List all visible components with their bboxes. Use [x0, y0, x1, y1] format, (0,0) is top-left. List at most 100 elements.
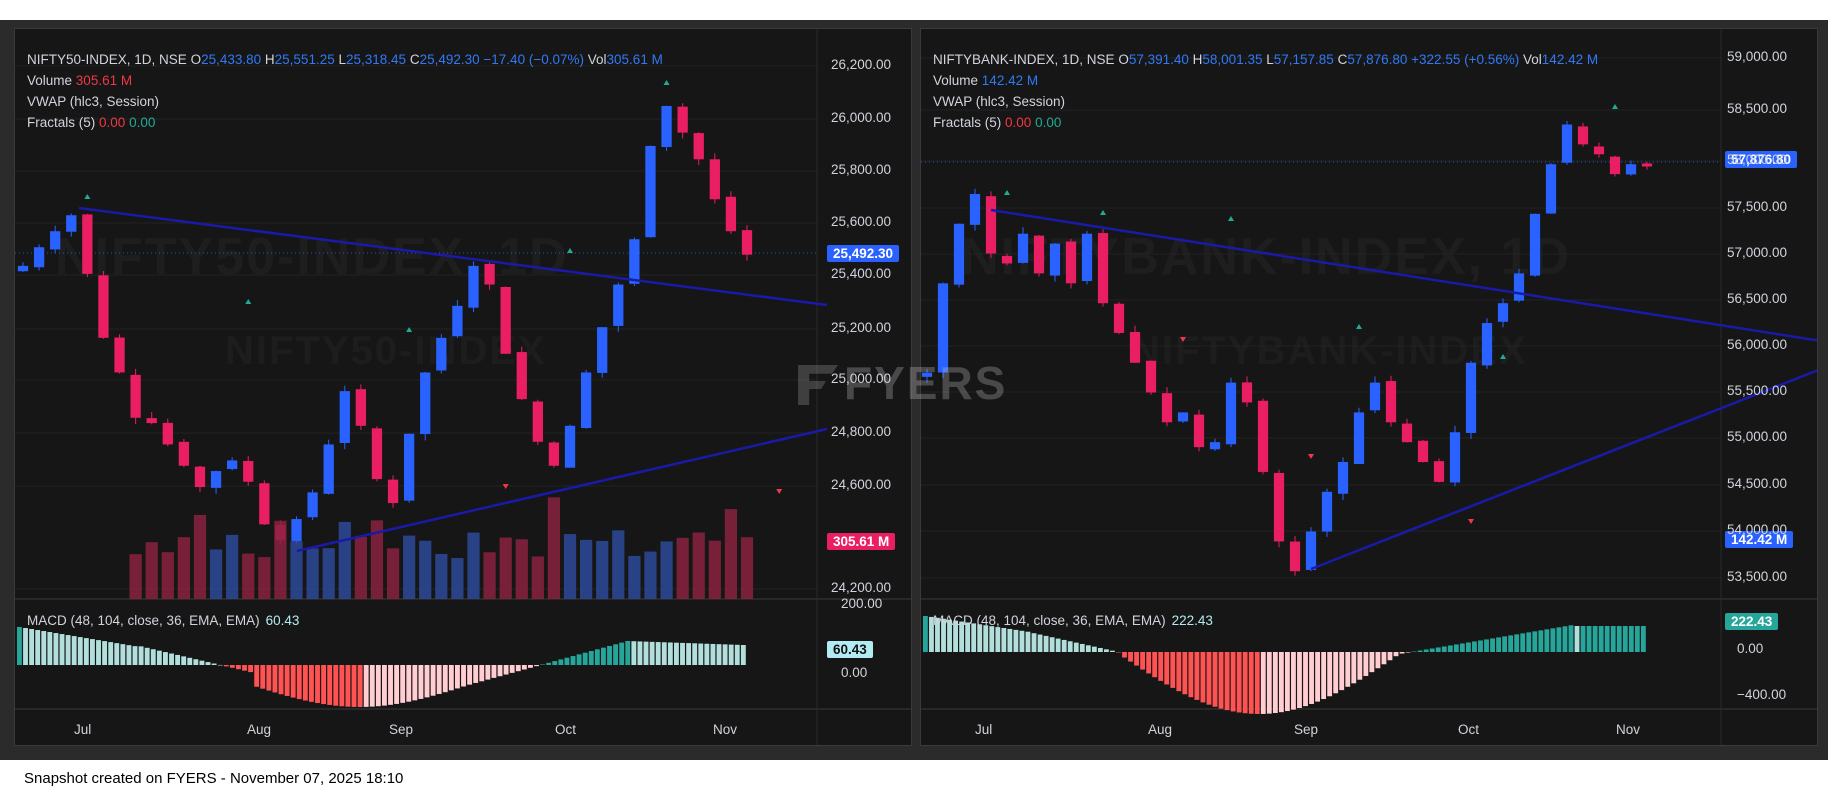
- macd-bar: [375, 665, 381, 707]
- fractals-indicator-row[interactable]: Fractals (5) 0.00 0.00: [27, 115, 156, 130]
- macd-bar: [114, 643, 120, 665]
- gridlines: [921, 57, 1721, 579]
- macd-bar: [1447, 645, 1453, 652]
- candle-body: [597, 327, 608, 373]
- macd-bar: [1453, 644, 1459, 652]
- candle-body: [194, 466, 206, 488]
- volume-bar: [403, 535, 416, 599]
- volume-bar: [596, 540, 609, 599]
- candle-body: [1257, 400, 1269, 472]
- price-tick-label: 53,500.00: [1727, 569, 1788, 584]
- macd-bar: [947, 619, 952, 652]
- macd-bar: [1170, 652, 1176, 688]
- macd-bar: [929, 616, 934, 652]
- trend-line: [78, 206, 828, 307]
- volume-indicator-row[interactable]: Volume 142.42 M: [933, 73, 1039, 88]
- macd-bar: [175, 654, 181, 665]
- macd-bar: [935, 617, 940, 652]
- macd-bar: [1459, 643, 1465, 652]
- volume-bar: [209, 549, 223, 599]
- candle-body: [1369, 382, 1381, 411]
- macd-indicator-row[interactable]: MACD (48, 104, close, 36, EMA, EMA) 60.43: [27, 613, 300, 628]
- price-tick-label: 54,500.00: [1727, 476, 1788, 491]
- candle-body: [613, 284, 624, 326]
- macd-indicator-row[interactable]: MACD (48, 104, close, 36, EMA, EMA) 222.4…: [933, 613, 1213, 628]
- volume-bar: [370, 520, 384, 599]
- candle-body: [259, 483, 270, 525]
- candle-body: [709, 159, 720, 200]
- macd-bar: [1375, 652, 1381, 669]
- vwap-indicator-row[interactable]: VWAP (hlc3, Session): [933, 94, 1066, 109]
- macd-bar: [211, 663, 217, 665]
- macd-bar: [23, 628, 28, 665]
- macd-tick-label: 200.00: [841, 596, 883, 611]
- candle-body: [1033, 235, 1045, 274]
- macd-bar: [455, 665, 460, 689]
- fractal-up-marker: [1100, 210, 1106, 215]
- macd-bar: [461, 665, 466, 687]
- volume-bar: [242, 553, 255, 599]
- price-tick-label: 24,600.00: [831, 477, 892, 492]
- macd-bar: [1532, 631, 1538, 652]
- change-value: −17.40 (−0.07%): [483, 52, 584, 67]
- change-value: +322.55 (+0.56%): [1411, 52, 1520, 67]
- candle-body: [1577, 126, 1589, 145]
- volume-bar: [354, 536, 367, 599]
- macd-bar: [977, 624, 983, 652]
- candle-body: [307, 492, 318, 518]
- price-tick-label: 25,000.00: [831, 371, 892, 386]
- macd-bar: [1514, 634, 1520, 652]
- macd-bar: [734, 644, 740, 665]
- macd-bar: [1538, 630, 1544, 652]
- candle-body: [339, 391, 350, 444]
- candle-body: [1081, 233, 1093, 282]
- macd-bar: [515, 665, 521, 672]
- candlestick-chart[interactable]: [921, 29, 1818, 746]
- macd-bar: [722, 644, 728, 665]
- candle-body: [629, 239, 640, 284]
- macd-bar: [290, 665, 296, 698]
- price-tick-label: 24,200.00: [831, 580, 892, 595]
- candle-body: [1497, 303, 1509, 322]
- chart-pane-nifty50[interactable]: NIFTY50-INDEX, 1D NIFTY50-INDEX NIFTY50-…: [14, 28, 912, 746]
- symbol-label[interactable]: NIFTY50-INDEX, 1D, NSE: [27, 52, 187, 67]
- macd-bar: [649, 641, 655, 665]
- macd-bar: [959, 621, 965, 652]
- macd-bar: [1073, 642, 1079, 652]
- candle-body: [403, 433, 415, 501]
- macd-bar: [1085, 645, 1091, 652]
- open-value: 25,433.80: [201, 52, 262, 67]
- candle-body: [323, 444, 334, 494]
- candle-body: [387, 479, 399, 504]
- symbol-label[interactable]: NIFTYBANK-INDEX, 1D, NSE: [933, 52, 1115, 67]
- chart-pane-niftybank[interactable]: NIFTYBANK-INDEX, 1D NIFTYBANK-INDEX NIFT…: [920, 28, 1818, 746]
- macd-bar: [138, 646, 144, 665]
- volume-bar: [322, 548, 335, 599]
- macd-bar: [1586, 626, 1592, 652]
- macd-bar: [339, 665, 345, 707]
- macd-bar: [1224, 652, 1230, 711]
- macd-bar: [1116, 652, 1121, 653]
- candle-body: [1001, 255, 1013, 264]
- candle-body: [1625, 164, 1637, 175]
- macd-bar: [971, 623, 977, 652]
- fractals-indicator-row[interactable]: Fractals (5) 0.00 0.00: [933, 115, 1062, 130]
- candle-body: [1129, 332, 1141, 363]
- vwap-indicator-row[interactable]: VWAP (hlc3, Session): [27, 94, 160, 109]
- candle-body: [548, 442, 560, 466]
- close-value: 25,492.30: [419, 52, 480, 67]
- month-label: Oct: [555, 722, 577, 737]
- price-tick-label: 59,000.00: [1727, 49, 1788, 64]
- macd-bar: [716, 644, 722, 665]
- macd-bar: [126, 645, 132, 665]
- candle-body: [146, 418, 157, 424]
- macd-bar: [558, 659, 564, 665]
- volume-bar: [386, 548, 400, 599]
- candle-body: [1225, 382, 1237, 445]
- fractal-up-marker: [1500, 354, 1506, 359]
- macd-bar: [1188, 652, 1194, 698]
- macd-bar: [1357, 652, 1363, 680]
- candlestick-chart[interactable]: [15, 29, 912, 746]
- volume-indicator-row[interactable]: Volume 305.61 M: [27, 73, 133, 88]
- volume-bar: [161, 552, 174, 599]
